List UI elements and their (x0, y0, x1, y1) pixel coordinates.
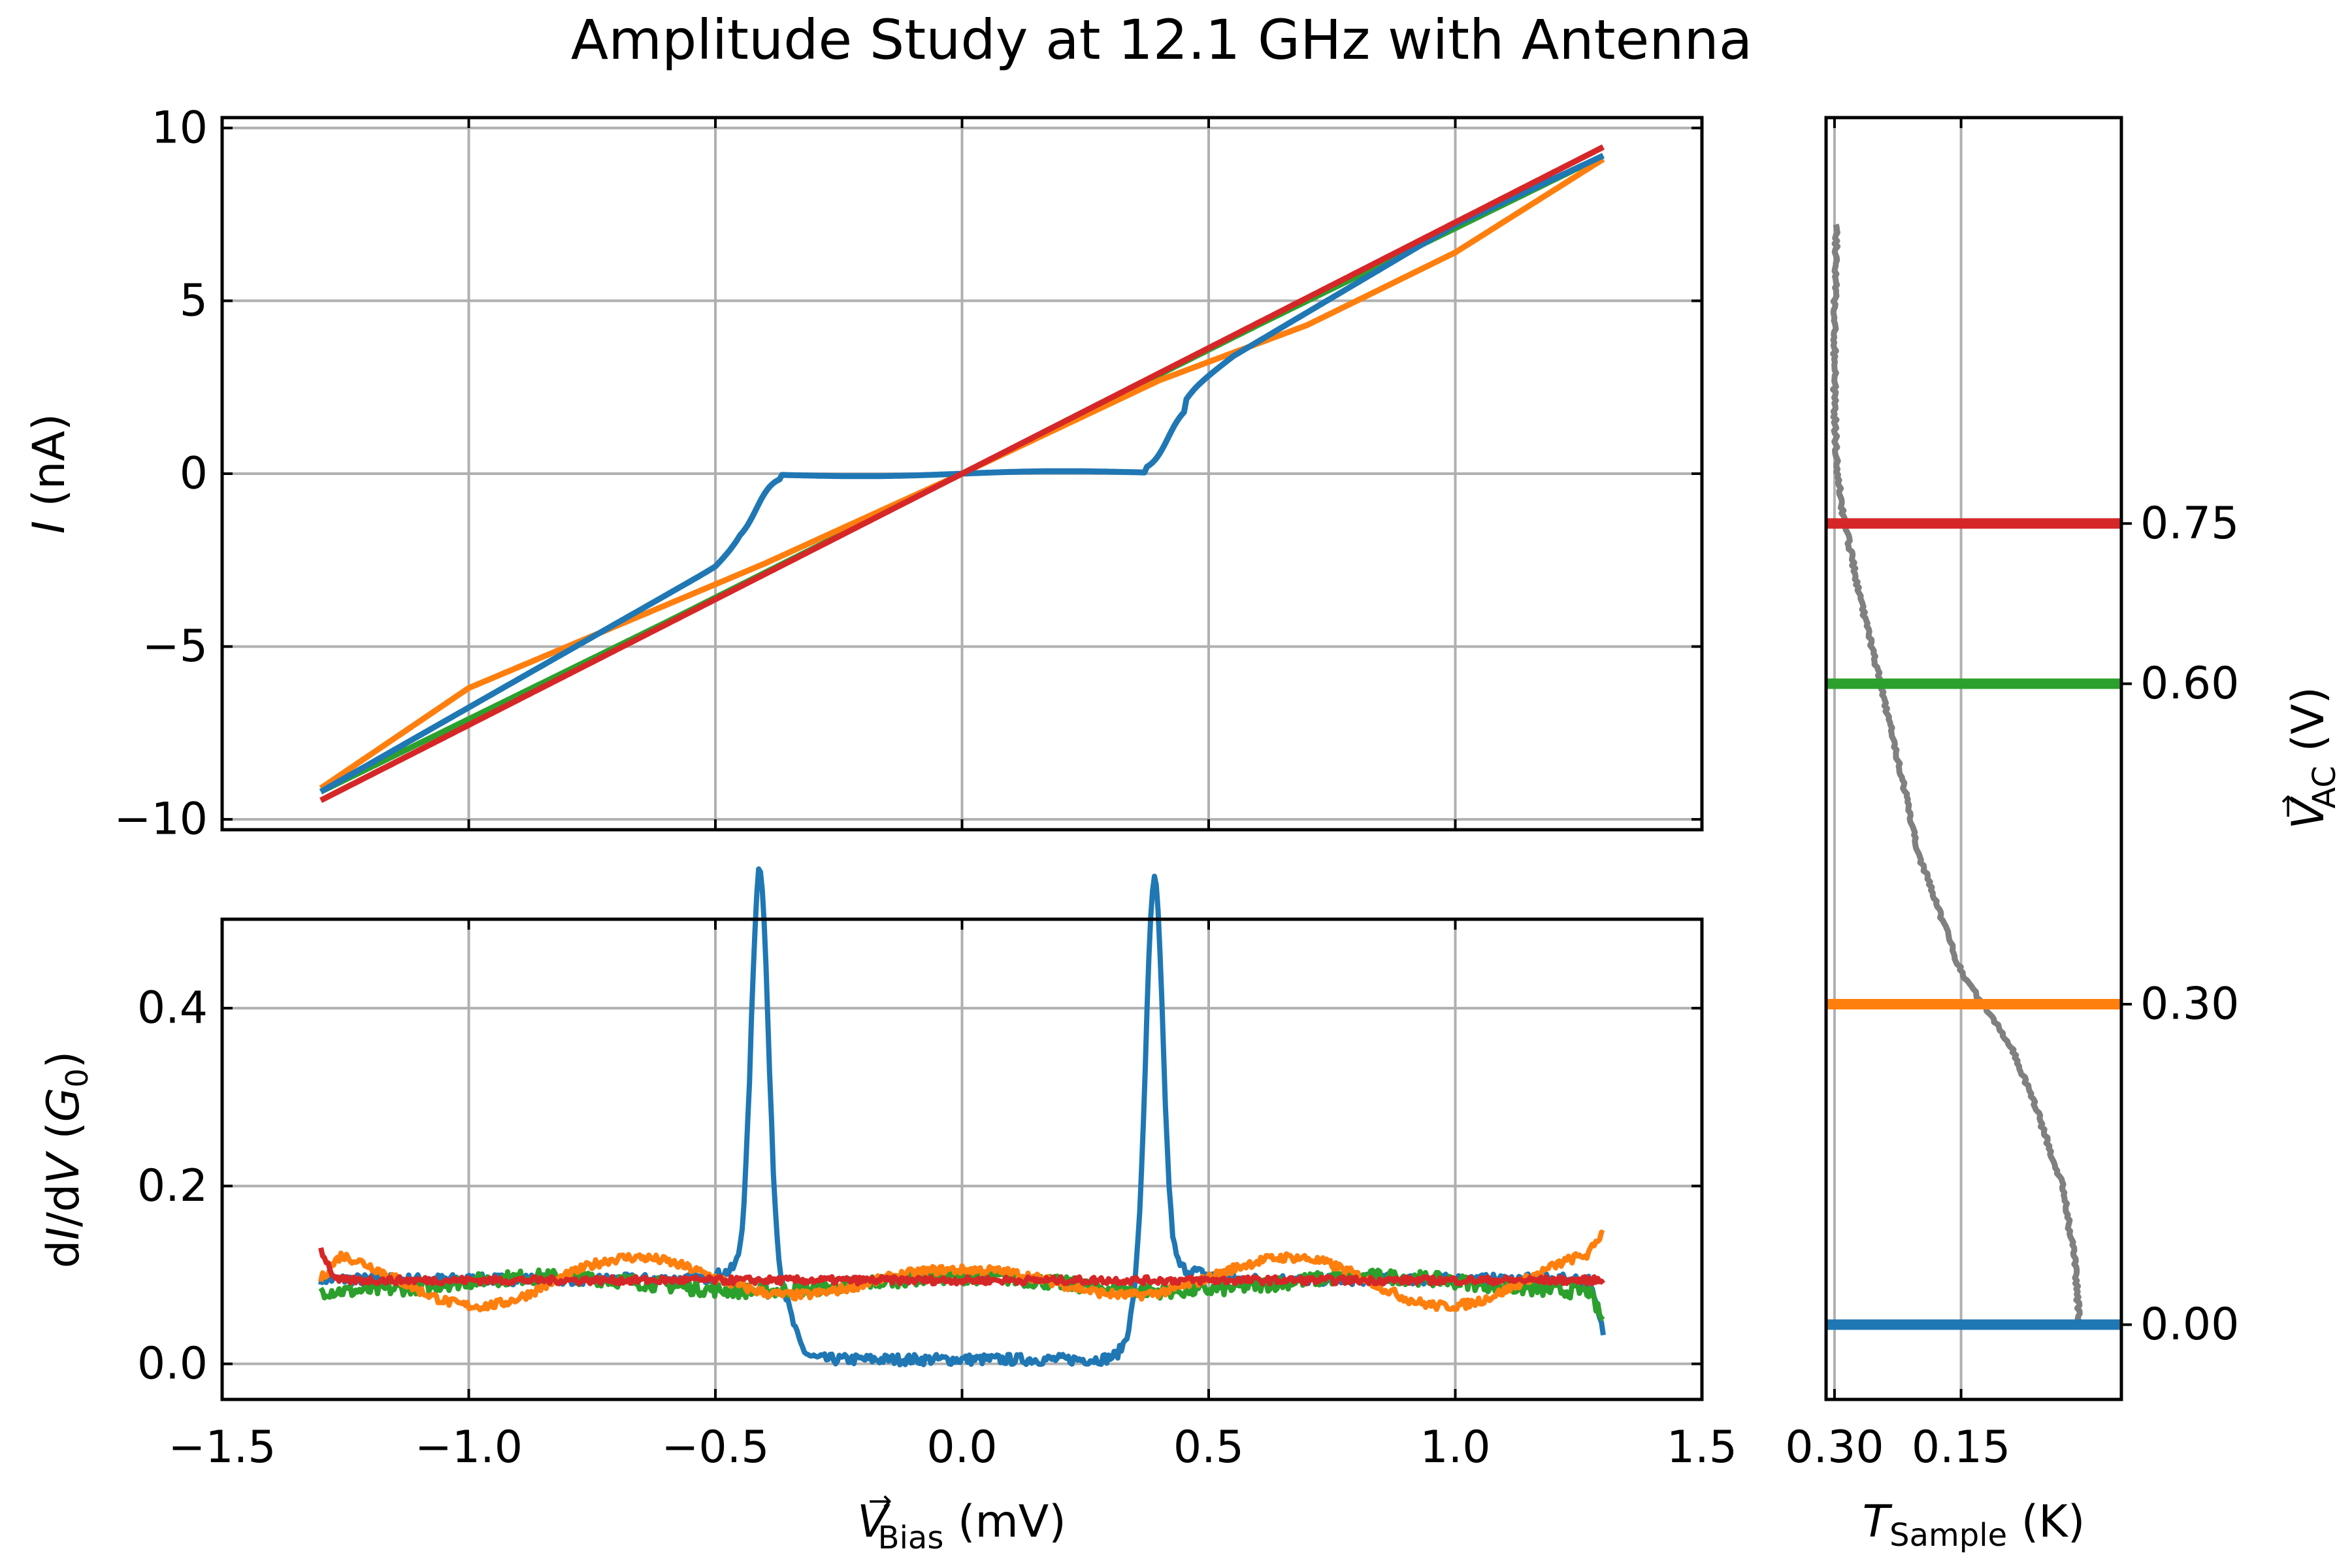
chart-title: Amplitude Study at 12.1 GHz with Antenna (571, 8, 1752, 72)
tick-label: −1.5 (168, 1422, 276, 1473)
tick-label: 0.5 (1173, 1422, 1244, 1473)
vac-ylabel-unit: (V) (2283, 687, 2334, 766)
didv-ylabel-part-G: G (38, 1088, 90, 1122)
iv-series-line (319, 144, 1605, 804)
tick-label: 0.30 (1785, 1422, 1884, 1473)
didv-ylabel-part-I: I (38, 1227, 90, 1240)
didv-ylabel-part-d: d (38, 1240, 90, 1268)
temp-ticks: 0.30 0.15 0.00 0.30 0.60 0.75 (1785, 118, 2239, 1473)
didv-ylabel-part-sub: 0 (59, 1068, 95, 1087)
didv-ylabel: dI/dV (G0) (38, 1051, 95, 1269)
didv-xlabel-symbol: V (857, 1496, 890, 1548)
temp-frame (1824, 116, 2123, 1401)
didv-xlabel-arrow: → (868, 1484, 892, 1518)
didv-ylabel-part-close: ) (38, 1051, 90, 1069)
temp-xlabel-unit: (K) (2007, 1496, 2085, 1548)
iv-ylabel-unit: (nA) (24, 414, 75, 521)
vac-ylabel-arrow: → (2271, 794, 2304, 819)
vac-ylabel-sub: AC (2306, 766, 2343, 809)
tick-label: 0.15 (1912, 1422, 2010, 1473)
temp-lines (1826, 223, 2121, 1330)
didv-series-line (318, 1247, 1606, 1287)
temp-xlabel-sub: Sample (1889, 1517, 2007, 1554)
didv-ylabel-part-open: ( (38, 1122, 90, 1153)
tick-label: 5 (180, 275, 208, 327)
tick-label: 0.00 (2140, 1299, 2239, 1350)
tick-label: −10 (114, 794, 208, 845)
didv-ticks: 0.0 0.2 0.4 −1.5 −1.0 −0.5 0.0 0.5 1.0 1.5 (137, 919, 1737, 1473)
iv-panel: −10 −5 0 5 10 I (nA) (24, 102, 1704, 845)
tick-label: −1.0 (415, 1422, 523, 1473)
iv-lines (319, 144, 1605, 804)
iv-ticks: −10 −5 0 5 10 (114, 102, 1703, 845)
vac-ylabel-symbol: V (2283, 796, 2334, 829)
didv-ylabel-part-V: V (38, 1151, 90, 1184)
tick-label: 1.5 (1667, 1422, 1737, 1473)
temperature-curve (1830, 223, 2083, 1326)
tick-label: 0.0 (137, 1338, 208, 1390)
didv-xlabel: V→ Bias (mV) (857, 1484, 1066, 1556)
tick-label: −5 (142, 621, 208, 672)
tick-label: 0 (180, 448, 208, 500)
tick-label: 0.60 (2140, 658, 2239, 710)
temp-xlabel: TSample (K) (1863, 1496, 2085, 1554)
tick-label: 10 (151, 102, 208, 154)
tick-label: 0.2 (137, 1160, 208, 1212)
temperature-panel: 0.30 0.15 0.00 0.30 0.60 0.75 TSample (K) V→A… (1785, 116, 2343, 1554)
vac-ylabel: V→AC (V) (2271, 687, 2343, 829)
tick-label: 0.0 (926, 1422, 997, 1473)
tick-label: 0.75 (2140, 498, 2239, 549)
tick-label: 0.4 (137, 983, 208, 1034)
iv-ylabel: I (nA) (24, 414, 75, 534)
didv-ylabel-part-slash: /d (38, 1184, 90, 1227)
didv-grid (221, 919, 1703, 1399)
didv-xlabel-unit: (mV) (943, 1496, 1066, 1548)
tick-label: −0.5 (661, 1422, 769, 1473)
iv-ylabel-symbol: I (24, 521, 75, 534)
temp-xlabel-symbol: T (1863, 1496, 1893, 1548)
didv-panel: 0.0 0.2 0.4 −1.5 −1.0 −0.5 0.0 0.5 1.0 1.5 dI/dV … (38, 866, 1737, 1556)
didv-xlabel-sub: Bias (878, 1520, 944, 1556)
didv-lines (318, 866, 1606, 1367)
didv-series-line (318, 1230, 1605, 1313)
tick-label: 1.0 (1420, 1422, 1490, 1473)
tick-label: 0.30 (2140, 979, 2239, 1030)
